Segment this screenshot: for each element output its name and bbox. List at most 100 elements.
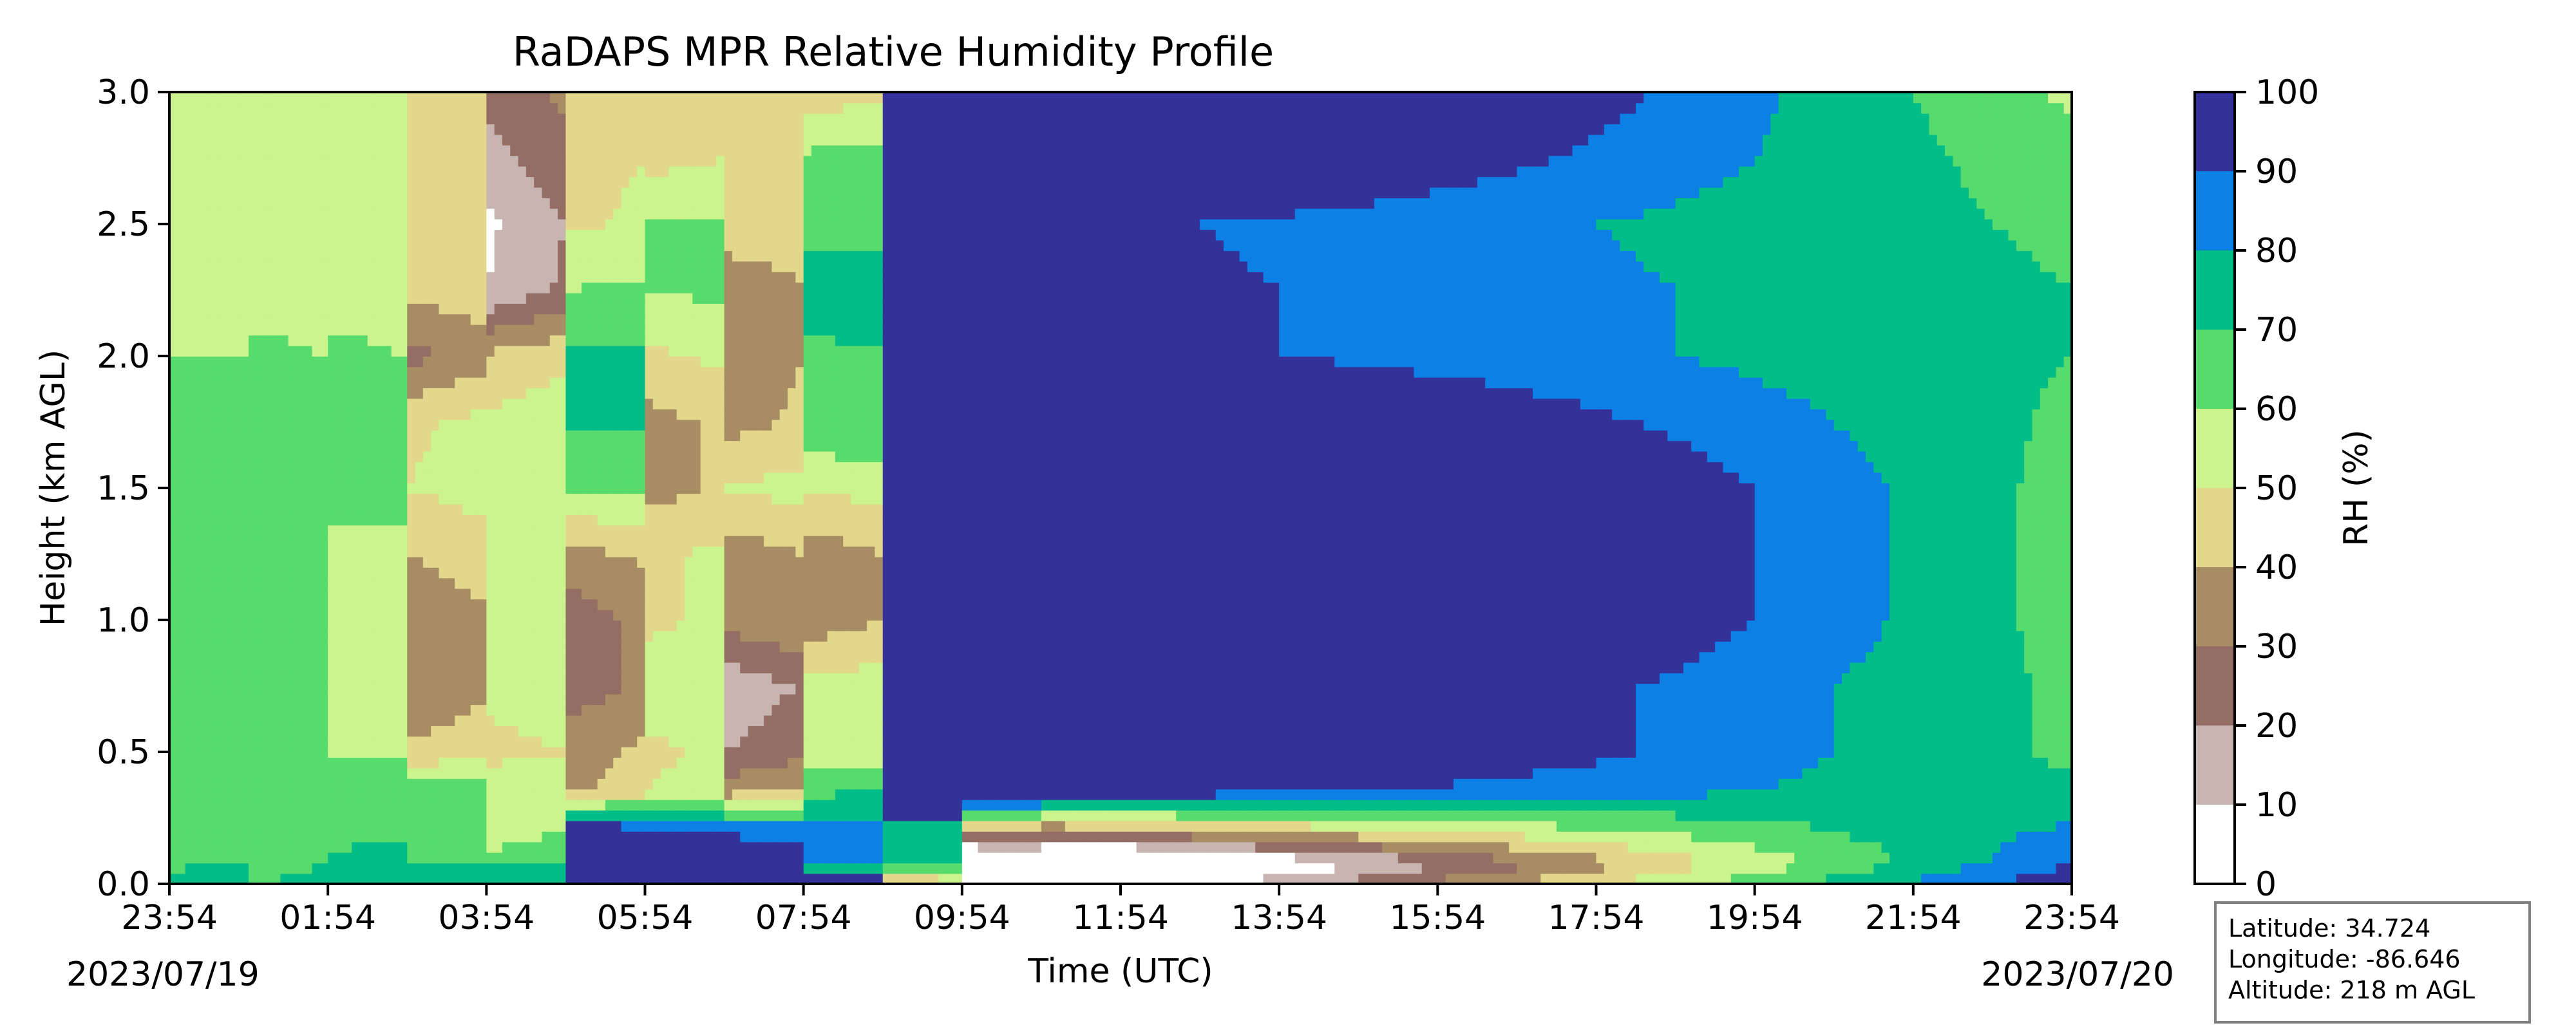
contour-cell (1699, 778, 1708, 790)
contour-cell (1739, 831, 1748, 843)
contour-cell (1208, 841, 1217, 853)
contour-cell (1168, 736, 1177, 747)
contour-cell (1754, 736, 1763, 747)
contour-cell (193, 778, 202, 790)
contour-cell (835, 841, 844, 853)
contour-cell (692, 693, 701, 706)
contour-cell (1627, 789, 1636, 800)
contour-cell (1025, 778, 1034, 790)
contour-cell (1953, 820, 1962, 832)
contour-cell (1850, 746, 1859, 758)
contour-cell (961, 863, 971, 874)
contour-cell (1097, 757, 1106, 769)
contour-cell (1073, 789, 1082, 800)
contour-cell (1303, 693, 1312, 706)
contour-cell (914, 841, 923, 853)
contour-cell (1818, 767, 1827, 779)
contour-cell (1612, 810, 1621, 821)
contour-cell (1580, 820, 1589, 832)
contour-cell (1287, 852, 1296, 864)
contour-cell (1588, 715, 1597, 726)
contour-cell (1303, 726, 1312, 737)
contour-cell (1065, 746, 1074, 758)
contour-cell (1191, 863, 1200, 874)
contour-cell (1303, 778, 1312, 790)
contour-cell (772, 841, 781, 853)
contour-cell (1049, 757, 1058, 769)
contour-cell (502, 873, 511, 885)
contour-cell (1960, 863, 1969, 874)
contour-cell (803, 799, 812, 811)
contour-cell (431, 673, 440, 684)
contour-cell (1461, 715, 1470, 726)
contour-cell (629, 778, 638, 790)
contour-cell (1374, 662, 1383, 673)
contour-cell (1913, 673, 1922, 684)
contour-cell (1184, 693, 1193, 706)
contour-cell (343, 715, 352, 726)
contour-cell (1627, 863, 1636, 874)
contour-cell (169, 704, 178, 716)
contour-cell (930, 693, 939, 706)
contour-cell (1184, 726, 1193, 737)
contour-cell (1445, 736, 1454, 747)
contour-cell (1112, 778, 1121, 790)
contour-cell (1334, 693, 1343, 706)
contour-cell (455, 693, 464, 706)
contour-cell (526, 726, 535, 737)
contour-cell (1747, 852, 1756, 864)
contour-cell (391, 726, 400, 737)
contour-cell (1327, 799, 1336, 811)
contour-cell (225, 820, 234, 832)
contour-cell (1897, 736, 1906, 747)
contour-cell (1358, 726, 1367, 737)
contour-cell (1699, 767, 1708, 779)
contour-cell (185, 789, 194, 800)
contour-cell (549, 820, 559, 832)
contour-cell (1065, 662, 1074, 673)
contour-cell (605, 693, 614, 706)
contour-cell (1033, 831, 1042, 843)
contour-cell (1850, 810, 1859, 821)
contour-cell (819, 704, 828, 716)
contour-cell (312, 704, 321, 716)
contour-cell (1342, 789, 1351, 800)
contour-cell (637, 831, 646, 843)
contour-cell (391, 693, 400, 706)
contour-cell (478, 736, 488, 747)
contour-cell (1453, 736, 1463, 747)
contour-cell (637, 841, 646, 853)
contour-cell (954, 778, 963, 790)
contour-cell (1667, 873, 1676, 885)
contour-cell (914, 852, 923, 864)
contour-cell (1215, 863, 1224, 874)
contour-cell (1540, 841, 1549, 853)
contour-cell (1057, 841, 1066, 853)
contour-cell (621, 767, 630, 779)
contour-cell (605, 789, 614, 800)
contour-cell (1953, 852, 1962, 864)
contour-cell (1802, 704, 1811, 716)
contour-cell (1049, 831, 1058, 843)
contour-cell (486, 746, 495, 758)
contour-cell (1469, 726, 1478, 737)
contour-cell (946, 683, 955, 695)
contour-cell (1469, 841, 1478, 853)
contour-cell (1897, 799, 1906, 811)
contour-cell (732, 704, 741, 716)
contour-cell (232, 778, 242, 790)
contour-cell (1065, 778, 1074, 790)
contour-cell (795, 810, 804, 821)
contour-cell (930, 662, 939, 673)
contour-cell (1397, 831, 1406, 843)
contour-cell (1620, 726, 1629, 737)
contour-cell (1208, 715, 1217, 726)
contour-cell (1255, 767, 1264, 779)
contour-cell (1350, 767, 1359, 779)
contour-cell (367, 767, 376, 779)
contour-cell (1580, 726, 1589, 737)
contour-cell (811, 810, 820, 821)
contour-cell (692, 863, 701, 874)
contour-cell (486, 820, 495, 832)
contour-cell (280, 673, 289, 684)
